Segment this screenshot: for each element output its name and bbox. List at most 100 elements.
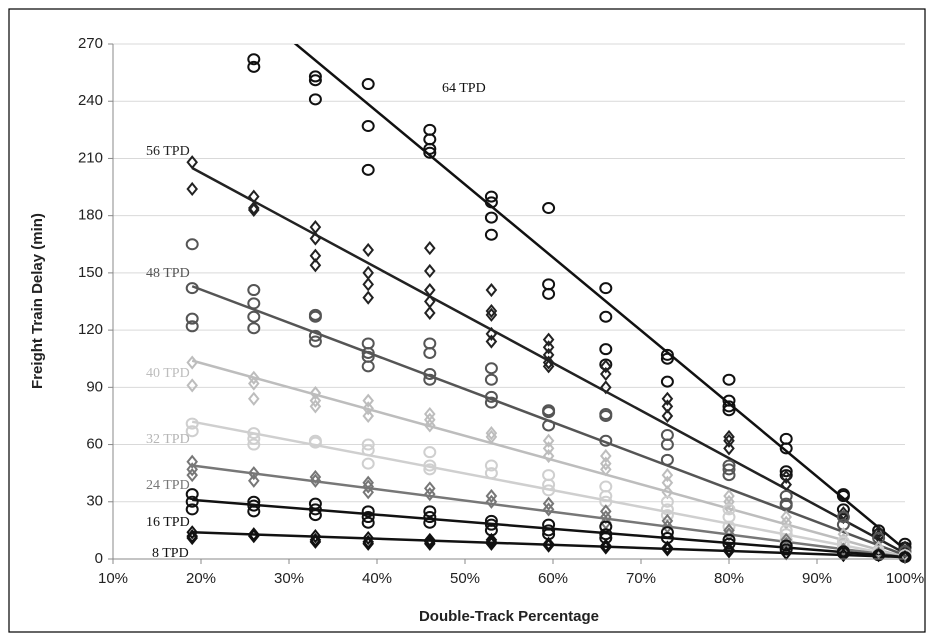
- data-point: [484, 373, 498, 386]
- data-point: [542, 340, 555, 355]
- data-point: [898, 545, 912, 558]
- data-point: [309, 473, 322, 488]
- x-axis-title: Double-Track Percentage: [419, 608, 599, 625]
- data-point: [600, 456, 612, 471]
- data-point: [660, 348, 674, 361]
- data-point: [484, 459, 498, 472]
- data-point: [660, 453, 674, 466]
- data-point: [185, 320, 199, 333]
- data-point: [186, 525, 198, 540]
- data-point: [661, 391, 674, 406]
- data-point: [361, 505, 375, 518]
- data-point: [309, 393, 322, 408]
- data-point: [424, 481, 436, 496]
- data-point: [599, 310, 613, 323]
- data-point: [247, 427, 261, 440]
- data-point: [542, 441, 555, 456]
- data-point: [542, 433, 555, 448]
- data-point: [186, 462, 198, 477]
- data-point: [186, 529, 198, 544]
- data-point: [484, 362, 498, 375]
- data-point: [723, 433, 735, 448]
- data-point: [660, 495, 674, 508]
- data-point: [779, 465, 793, 478]
- data-point: [722, 537, 736, 550]
- data-point: [362, 479, 374, 494]
- data-point: [837, 548, 850, 563]
- data-point: [424, 305, 436, 321]
- x-tick-label: 20%: [186, 570, 216, 587]
- x-tick-label: 40%: [362, 570, 392, 587]
- x-tick-label: 90%: [802, 570, 832, 587]
- data-point: [362, 485, 374, 500]
- data-point: [423, 347, 437, 359]
- x-tick-label: 60%: [538, 570, 568, 587]
- data-point: [362, 534, 374, 549]
- data-point: [599, 343, 613, 356]
- data-point: [722, 503, 736, 516]
- data-point: [186, 467, 198, 483]
- data-point: [660, 438, 674, 451]
- data-point: [660, 352, 674, 365]
- data-point: [836, 503, 850, 516]
- data-point: [485, 426, 498, 441]
- data-point: [780, 509, 792, 525]
- data-point: [836, 490, 850, 503]
- y-tick-label: 120: [78, 321, 103, 338]
- data-point: [309, 529, 322, 544]
- data-point: [423, 146, 437, 159]
- y-tick-label: 240: [78, 92, 103, 109]
- data-point: [309, 469, 322, 485]
- data-point: [661, 408, 674, 424]
- data-point: [308, 436, 322, 449]
- data-point: [485, 494, 498, 509]
- y-tick-label: 150: [78, 264, 103, 281]
- data-point: [484, 390, 498, 403]
- data-point: [484, 190, 498, 203]
- data-point: [423, 142, 437, 155]
- data-point: [361, 78, 375, 91]
- data-point: [600, 538, 612, 553]
- data-point: [542, 419, 556, 432]
- data-point: [423, 373, 437, 386]
- data-point: [722, 373, 736, 386]
- x-tick-label: 50%: [450, 570, 480, 587]
- data-point: [362, 242, 374, 258]
- data-point: [423, 516, 437, 529]
- data-point: [542, 332, 555, 347]
- data-point: [362, 393, 374, 408]
- data-point: [780, 469, 792, 485]
- data-point: [186, 181, 198, 197]
- data-point: [599, 490, 613, 503]
- data-point: [361, 516, 375, 529]
- data-point: [722, 463, 736, 476]
- data-point: [247, 297, 261, 310]
- data-point: [361, 444, 375, 457]
- data-point: [542, 202, 556, 215]
- data-point: [424, 263, 436, 279]
- data-point: [485, 532, 498, 548]
- data-point: [485, 534, 498, 549]
- x-tick-label: 80%: [714, 570, 744, 587]
- data-point: [308, 310, 322, 323]
- data-point: [485, 536, 498, 551]
- data-point: [247, 432, 261, 445]
- data-point: [661, 542, 674, 557]
- data-point: [362, 401, 374, 416]
- data-point: [185, 425, 199, 438]
- data-point: [185, 417, 199, 430]
- data-point: [308, 93, 322, 106]
- data-point: [600, 359, 612, 374]
- data-point: [186, 454, 198, 469]
- y-tick-label: 60: [86, 436, 103, 453]
- data-point: [722, 469, 736, 482]
- data-point: [361, 347, 375, 359]
- data-point: [361, 120, 375, 133]
- data-point: [309, 231, 322, 246]
- data-point: [362, 408, 374, 424]
- data-point: [423, 367, 437, 380]
- data-point: [485, 282, 498, 298]
- x-tick-label: 10%: [98, 570, 128, 587]
- data-point: [542, 536, 555, 551]
- data-point: [248, 202, 260, 218]
